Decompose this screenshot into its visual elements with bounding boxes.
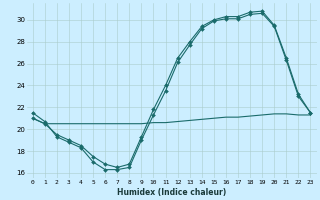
- X-axis label: Humidex (Indice chaleur): Humidex (Indice chaleur): [117, 188, 226, 197]
